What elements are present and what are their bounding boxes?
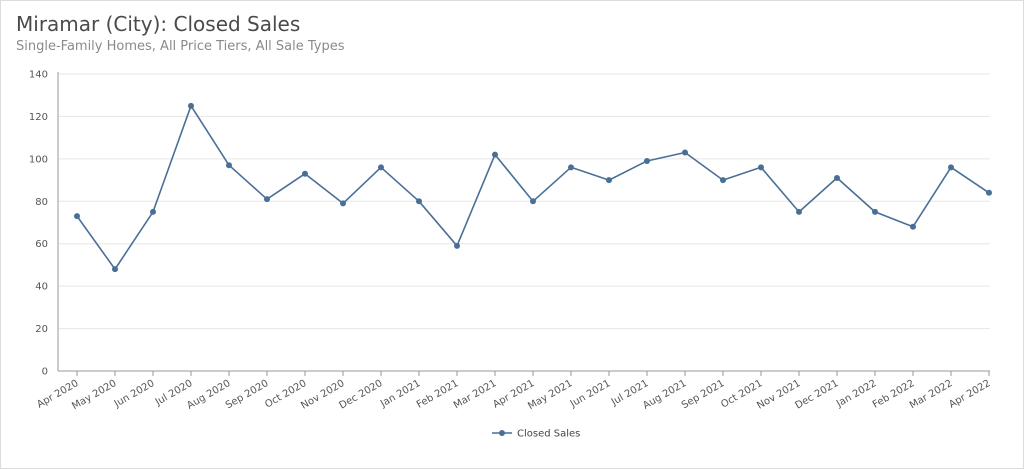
- data-point: [454, 242, 460, 249]
- data-point: [758, 164, 764, 171]
- data-point: [834, 174, 840, 181]
- data-point: [188, 102, 194, 109]
- series-closed-sales: [74, 102, 992, 273]
- data-point: [492, 151, 498, 158]
- data-point: [720, 177, 726, 184]
- gridlines: [58, 73, 990, 330]
- data-point: [112, 266, 118, 273]
- y-tick-label: 120: [29, 112, 48, 123]
- x-tick-label: Sep 2021: [680, 378, 727, 411]
- y-tick-label: 100: [29, 154, 48, 165]
- data-point: [416, 198, 422, 205]
- legend[interactable]: Closed Sales: [492, 429, 580, 440]
- data-point: [74, 213, 80, 220]
- y-tick-label: 60: [35, 239, 48, 250]
- x-tick-label: Dec 2020: [337, 378, 384, 412]
- data-point: [910, 223, 916, 230]
- data-point: [644, 157, 650, 164]
- data-point: [986, 189, 992, 196]
- data-point: [948, 164, 954, 171]
- y-axis: 0 20 40 60 80 100 120 140: [29, 70, 59, 378]
- x-tick-label: Jun 2021: [568, 378, 613, 410]
- data-point: [264, 196, 270, 203]
- data-point: [872, 208, 878, 215]
- x-tick-label: Mar 2022: [908, 378, 955, 411]
- data-point: [226, 162, 232, 169]
- y-tick-label: 40: [35, 282, 48, 293]
- data-point: [302, 170, 308, 177]
- legend-marker: [499, 430, 505, 436]
- data-point: [568, 164, 574, 171]
- y-tick-label: 0: [42, 367, 48, 378]
- y-tick-label: 80: [35, 197, 48, 208]
- x-tick-label: Sep 2020: [224, 378, 271, 411]
- series-line: [76, 105, 990, 271]
- data-point: [150, 208, 156, 215]
- x-tick-label: Jan 2021: [378, 378, 423, 410]
- data-point: [682, 149, 688, 156]
- x-tick-label: Mar 2021: [452, 378, 499, 411]
- data-point: [530, 198, 536, 205]
- x-tick-label: Jun 2020: [112, 378, 157, 410]
- x-tick-label: Jan 2022: [834, 378, 879, 410]
- x-tick-label: Dec 2021: [793, 378, 840, 412]
- chart-subtitle: Single-Family Homes, All Price Tiers, Al…: [16, 39, 345, 54]
- y-tick-label: 140: [29, 70, 48, 81]
- x-tick-label: Aug 2021: [641, 378, 688, 412]
- x-tick-label: Aug 2020: [185, 378, 232, 412]
- y-tick-label: 20: [35, 324, 48, 335]
- data-point: [796, 208, 802, 215]
- data-point: [340, 200, 346, 207]
- legend-label: Closed Sales: [517, 429, 580, 440]
- x-tick-label: Apr 2022: [947, 378, 992, 410]
- data-point: [606, 177, 612, 184]
- chart-title: Miramar (City): Closed Sales: [16, 12, 301, 36]
- data-point: [378, 164, 384, 171]
